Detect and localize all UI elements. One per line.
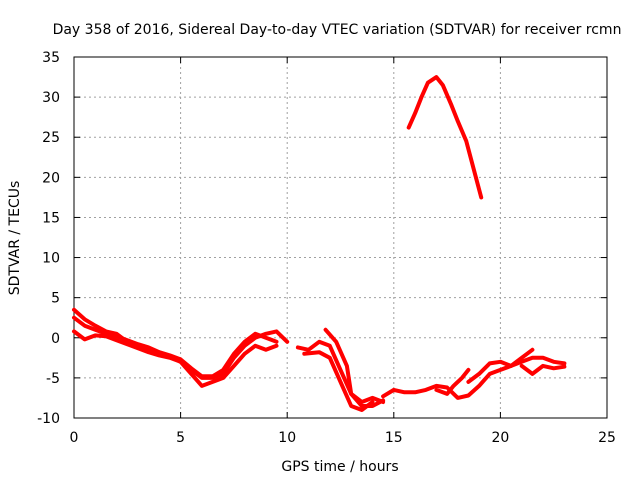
y-tick-label: 10	[42, 251, 60, 267]
plot-frame	[73, 56, 608, 419]
series-line-sat-e	[302, 350, 375, 412]
y-tick-label: 0	[51, 331, 60, 347]
y-axis-label: SDTVAR / TECUs	[7, 181, 23, 296]
x-tick-label: 25	[598, 430, 616, 446]
x-tick-label: 15	[385, 430, 403, 446]
y-tick-label: 35	[42, 50, 60, 66]
x-tick-label: 20	[491, 430, 509, 446]
series-line-sat-i	[434, 367, 471, 396]
series-line-sat-h	[381, 355, 567, 400]
y-tick-label: 30	[42, 90, 60, 106]
chart-title: Day 358 of 2016, Sidereal Day-to-day VTE…	[53, 22, 622, 38]
series-line-sat-k	[519, 363, 567, 376]
x-tick-label: 0	[70, 430, 79, 446]
x-tick-label: 5	[176, 430, 185, 446]
y-tick-label: -5	[46, 371, 60, 387]
series-line-sat-c	[72, 315, 279, 379]
series-line-sat-j	[466, 347, 535, 384]
y-tick-label: 25	[42, 130, 60, 146]
y-tick-label: -10	[37, 411, 60, 427]
y-tick-label: 15	[42, 210, 60, 226]
series-line-sat-g	[406, 75, 484, 200]
tick-layer: 0 5 10 15 20 25 -10 -5 0 5 10 15 20 25 30 35	[37, 50, 616, 446]
x-axis-label: GPS time / hours	[281, 459, 398, 475]
series-line-sat-b	[72, 329, 279, 388]
y-tick-label: 5	[51, 291, 60, 307]
y-tick-label: 20	[42, 170, 60, 186]
series-layer	[72, 75, 567, 412]
series-line-sat-f	[323, 327, 386, 404]
x-tick-label: 10	[278, 430, 296, 446]
